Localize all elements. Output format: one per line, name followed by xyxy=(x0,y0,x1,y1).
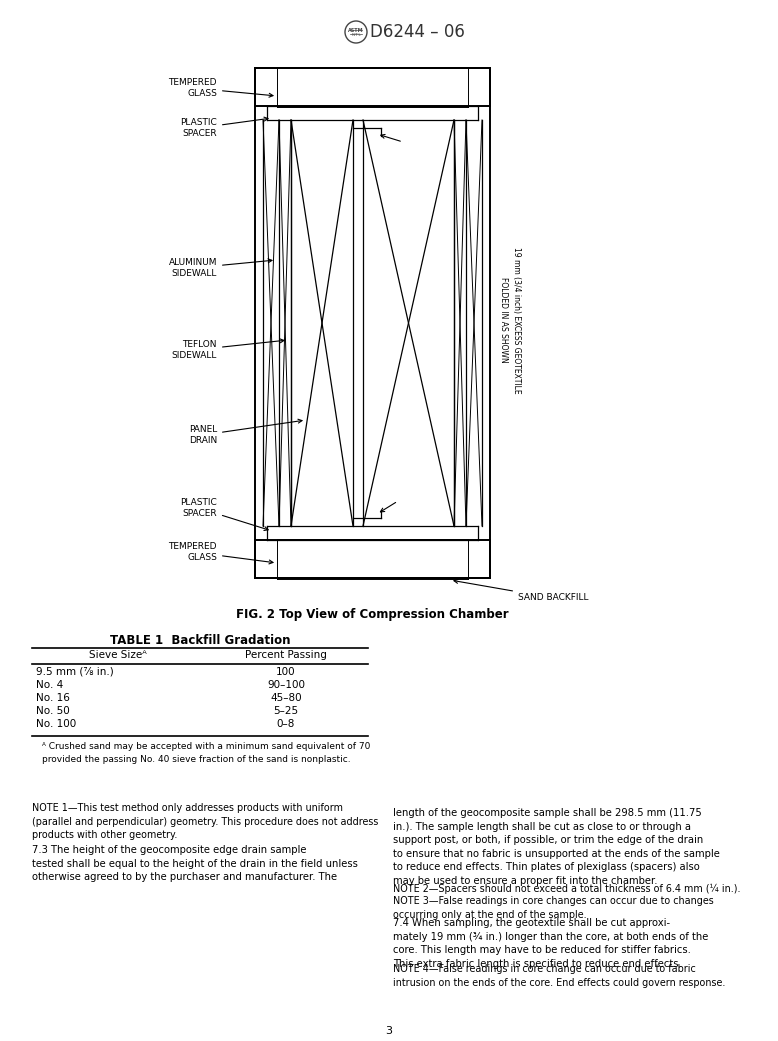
Text: NOTE 4—False readings in core change can occur due to fabric
intrusion on the en: NOTE 4—False readings in core change can… xyxy=(393,964,725,988)
Text: PLASTIC
SPACER: PLASTIC SPACER xyxy=(180,118,268,137)
Text: 7.4 When sampling, the geotextile shall be cut approxi-
mately 19 mm (¾ in.) lon: 7.4 When sampling, the geotextile shall … xyxy=(393,918,709,969)
Text: D6244 – 06: D6244 – 06 xyxy=(370,23,465,41)
Text: length of the geocomposite sample shall be 298.5 mm (11.75
in.). The sample leng: length of the geocomposite sample shall … xyxy=(393,808,720,886)
Text: ALUMINUM
SIDEWALL: ALUMINUM SIDEWALL xyxy=(169,258,272,278)
Text: TEMPERED
GLASS: TEMPERED GLASS xyxy=(169,542,273,564)
Text: 5–25: 5–25 xyxy=(273,706,299,716)
Text: INT'L: INT'L xyxy=(351,33,361,37)
Text: NOTE 3—False readings in core changes can occur due to changes
occurring only at: NOTE 3—False readings in core changes ca… xyxy=(393,896,713,919)
Text: TABLE 1  Backfill Gradation: TABLE 1 Backfill Gradation xyxy=(110,634,290,648)
Text: SAND BACKFILL: SAND BACKFILL xyxy=(454,580,588,603)
Text: TEFLON
SIDEWALL: TEFLON SIDEWALL xyxy=(172,339,284,360)
Text: PLASTIC
SPACER: PLASTIC SPACER xyxy=(180,499,268,531)
Text: No. 50: No. 50 xyxy=(36,706,70,716)
Text: FIG. 2 Top View of Compression Chamber: FIG. 2 Top View of Compression Chamber xyxy=(236,608,508,621)
Text: TEMPERED
GLASS: TEMPERED GLASS xyxy=(169,78,273,98)
Text: NOTE 2—Spacers should not exceed a total thickness of 6.4 mm (¼ in.).: NOTE 2—Spacers should not exceed a total… xyxy=(393,884,741,894)
Text: No. 4: No. 4 xyxy=(36,680,63,690)
Text: Percent Passing: Percent Passing xyxy=(245,650,327,660)
Text: No. 100: No. 100 xyxy=(36,719,76,729)
Text: 7.3 The height of the geocomposite edge drain sample
tested shall be equal to th: 7.3 The height of the geocomposite edge … xyxy=(32,845,358,882)
Text: 90–100: 90–100 xyxy=(267,680,305,690)
Text: 45–80: 45–80 xyxy=(270,693,302,703)
Text: ASTM: ASTM xyxy=(349,28,364,33)
Text: 9.5 mm (⅞ in.): 9.5 mm (⅞ in.) xyxy=(36,667,114,677)
Text: 3: 3 xyxy=(386,1026,392,1036)
Text: NOTE 1—This test method only addresses products with uniform
(parallel and perpe: NOTE 1—This test method only addresses p… xyxy=(32,803,378,840)
Text: 19 mm (3/4 inch) EXCESS GEOTEXTILE
FOLDED IN AS SHOWN: 19 mm (3/4 inch) EXCESS GEOTEXTILE FOLDE… xyxy=(499,247,520,393)
Text: ᴬ Crushed sand may be accepted with a minimum sand equivalent of 70
provided the: ᴬ Crushed sand may be accepted with a mi… xyxy=(42,742,370,763)
Text: Sieve Sizeᴬ: Sieve Sizeᴬ xyxy=(89,650,147,660)
Text: No. 16: No. 16 xyxy=(36,693,70,703)
Text: 0–8: 0–8 xyxy=(277,719,295,729)
Text: 100: 100 xyxy=(276,667,296,677)
Text: PANEL
DRAIN: PANEL DRAIN xyxy=(189,420,302,445)
